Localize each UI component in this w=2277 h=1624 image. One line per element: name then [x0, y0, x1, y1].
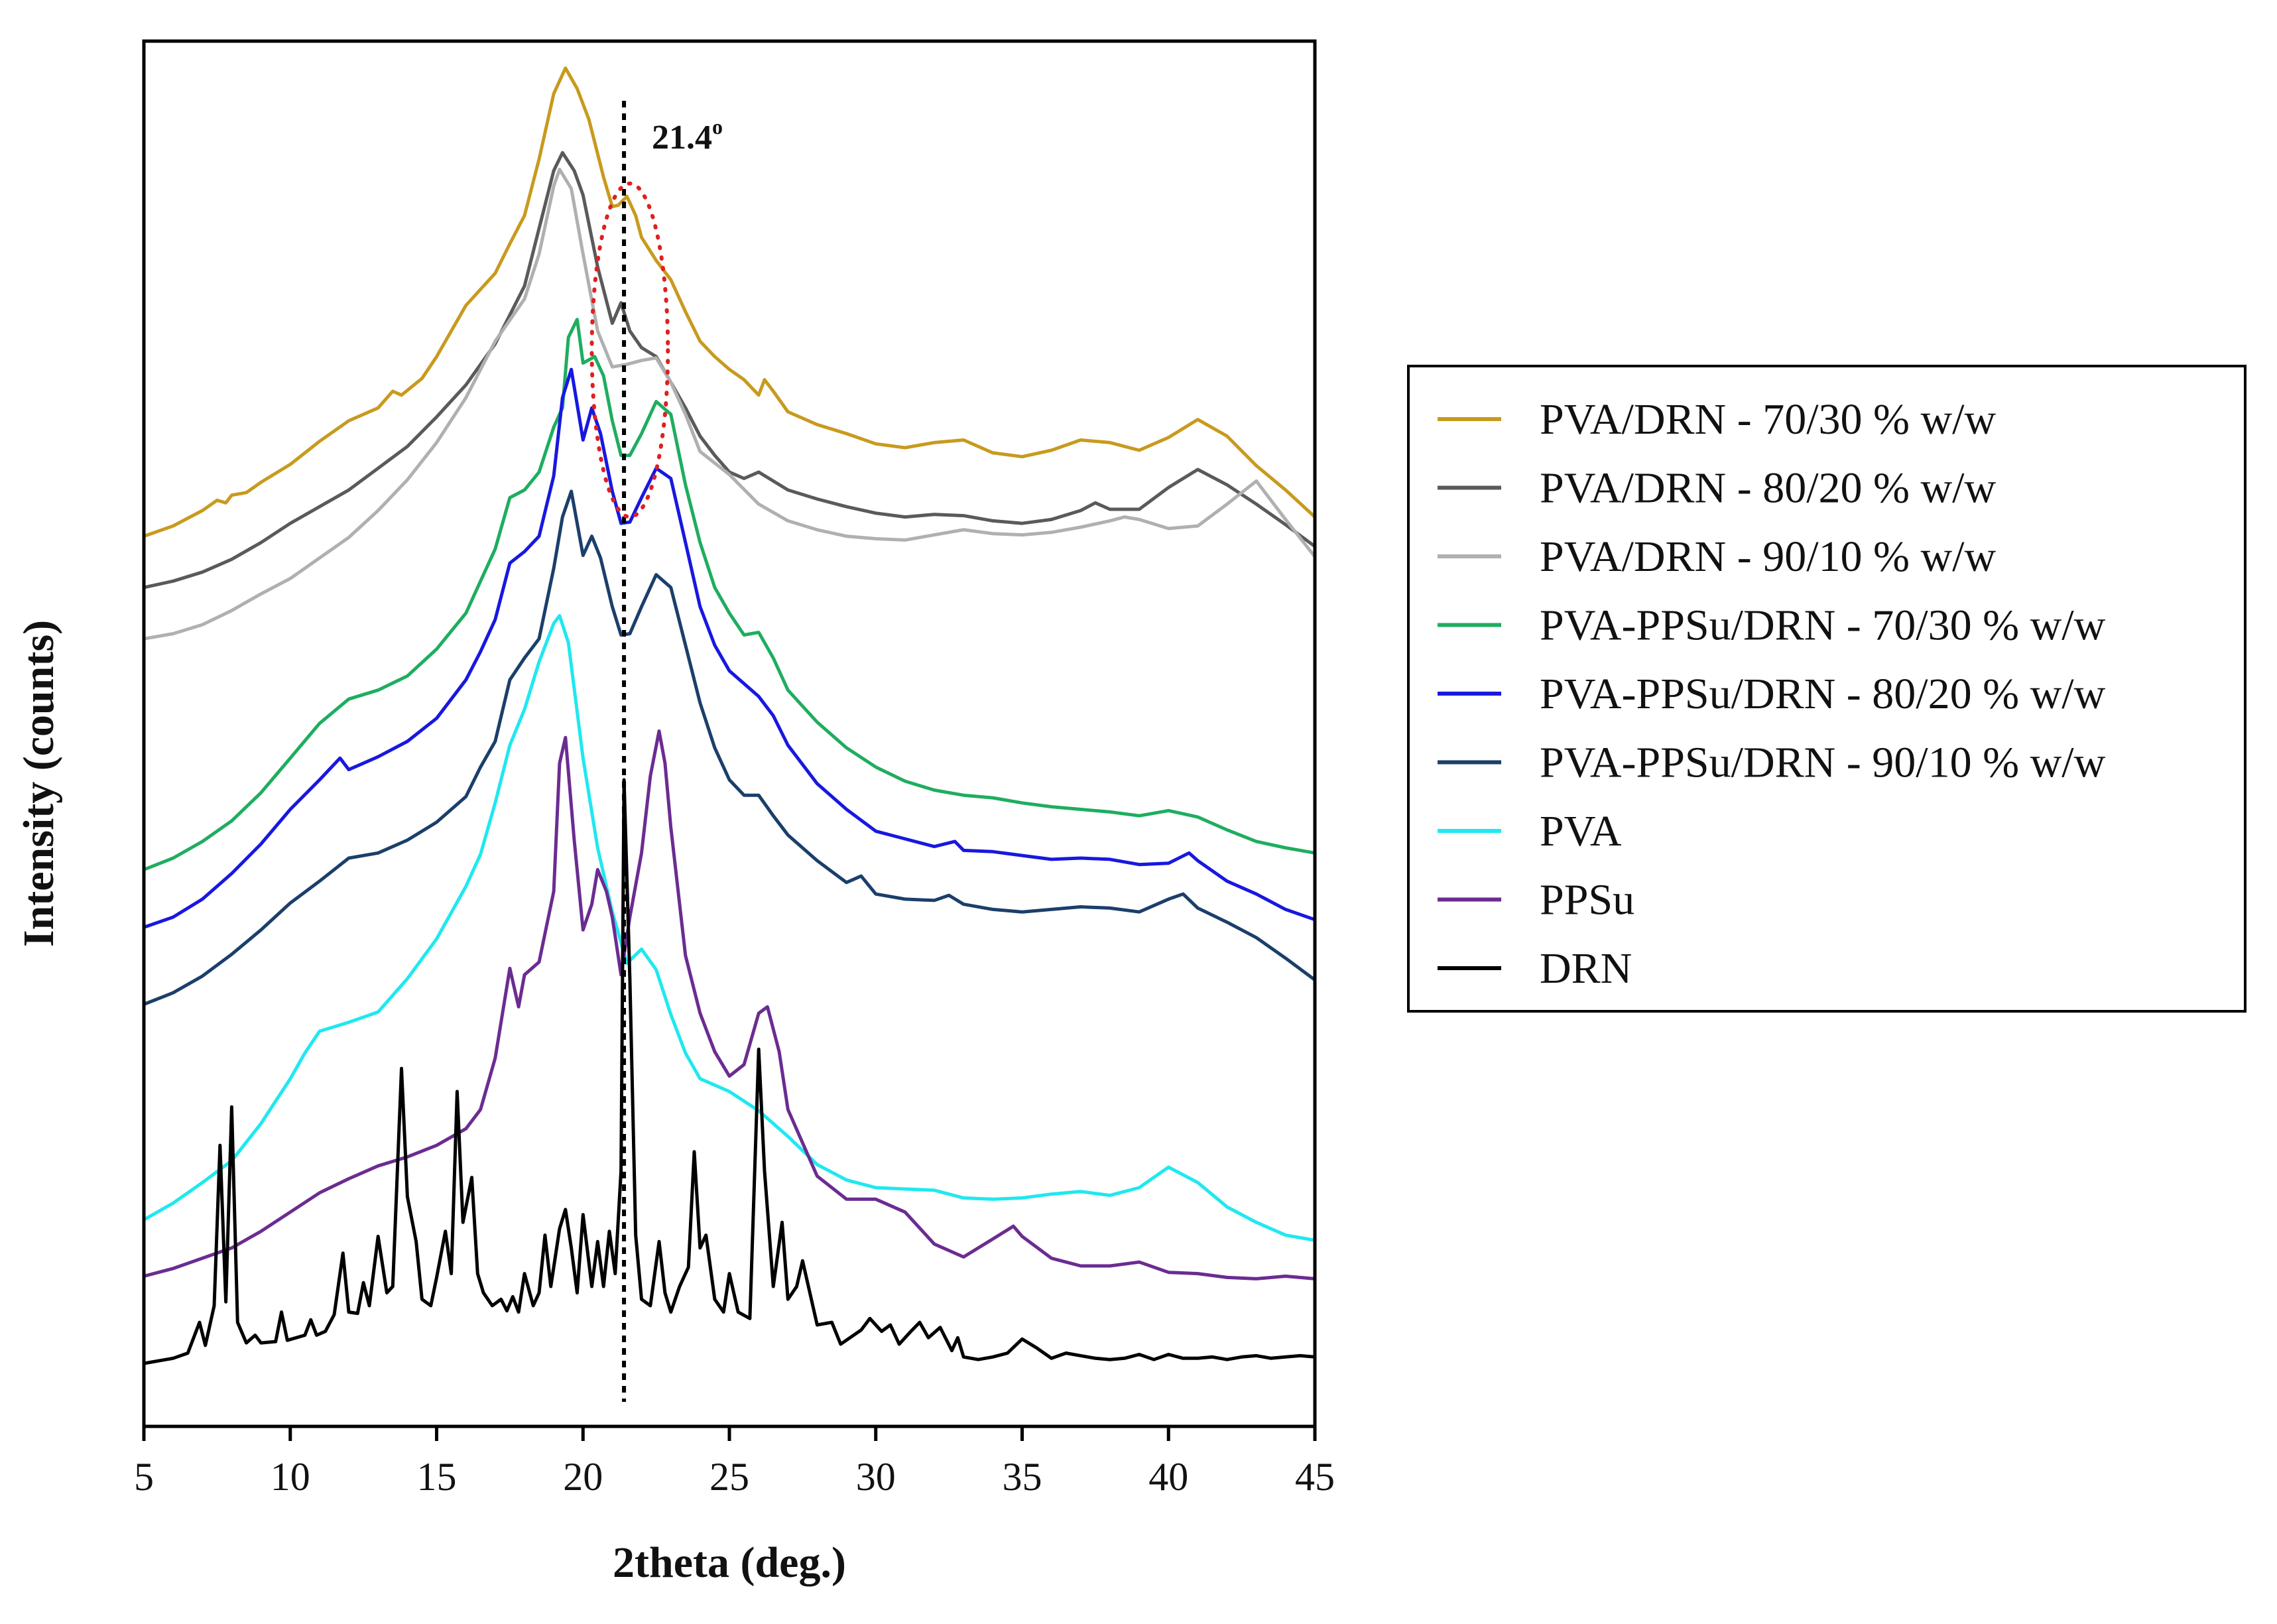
highlight-ellipse [589, 181, 670, 519]
legend: PVA/DRN - 70/30 % w/w PVA/DRN - 80/20 % w… [1407, 365, 2246, 1013]
legend-label-4: PVA-PPSu/DRN - 70/30 % w/w [1540, 601, 2106, 650]
x-tick-label: 45 [1295, 1455, 1335, 1499]
legend-label-7: PVA [1540, 807, 1622, 855]
series-line-8 [142, 729, 1317, 1280]
x-tick-label: 40 [1148, 1455, 1188, 1499]
legend-label-9: DRN [1540, 944, 1632, 993]
x-axis-title: 2theta (deg.) [613, 1538, 846, 1587]
peak-annotation-value: 21.4 [652, 119, 712, 156]
series-line-1 [142, 66, 1317, 538]
legend-label-6: PVA-PPSu/DRN - 90/10 % w/w [1540, 739, 2106, 787]
y-axis-title: Intensity (counts) [15, 620, 63, 947]
peak-annotation-degree: o [712, 115, 723, 139]
series-line-3 [142, 167, 1317, 641]
series-line-9 [142, 778, 1317, 1365]
legend-label-2: PVA/DRN - 80/20 % w/w [1540, 464, 1997, 513]
series-layer [142, 66, 1317, 1365]
annotation-layer [589, 101, 670, 1403]
x-tick-label: 10 [271, 1455, 310, 1499]
x-tick-label: 5 [134, 1455, 154, 1499]
peak-annotation-label: 21.4o [652, 115, 723, 156]
legend-label-8: PPSu [1540, 876, 1634, 924]
x-tick-label: 15 [417, 1455, 457, 1499]
legend-box [1407, 365, 2246, 1013]
legend-label-3: PVA/DRN - 90/10 % w/w [1540, 532, 1997, 581]
legend-label-1: PVA/DRN - 70/30 % w/w [1540, 395, 1997, 444]
x-tick-label: 20 [563, 1455, 603, 1499]
series-line-7 [142, 614, 1317, 1242]
series-line-4 [142, 318, 1317, 871]
x-axis-ticks: 5 10 15 20 25 30 35 40 45 [134, 1426, 1335, 1499]
legend-label-5: PVA-PPSu/DRN - 80/20 % w/w [1540, 670, 2106, 718]
x-tick-label: 25 [709, 1455, 749, 1499]
series-line-6 [142, 489, 1317, 1006]
x-tick-label: 35 [1003, 1455, 1042, 1499]
x-tick-label: 30 [856, 1455, 896, 1499]
